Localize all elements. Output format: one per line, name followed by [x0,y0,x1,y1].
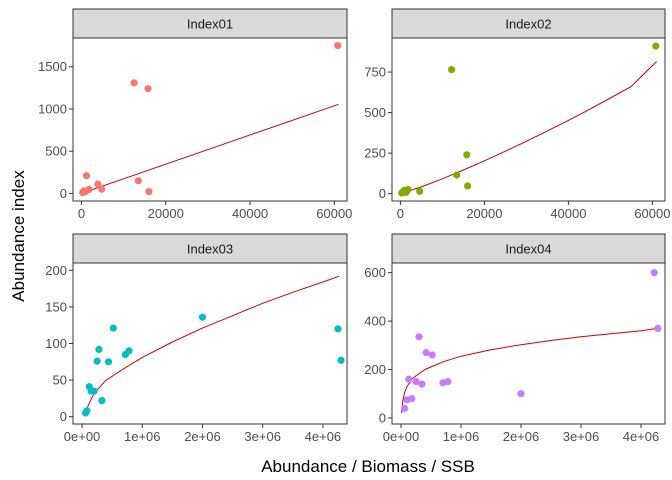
y-tick-label: 1000 [38,101,67,116]
panel-index01: Index01 0 20000 40000 60000 0 500 1000 1500 [38,8,352,221]
y-tick-label: 750 [364,65,386,80]
x-tick-label: 3e+06 [244,429,281,444]
x-tick-label: 0 [397,206,404,221]
y-tick-label: 50 [53,373,67,388]
fit-line [85,275,340,414]
data-point [130,79,138,87]
y-tick-label: 200 [364,362,386,377]
data-point [334,42,342,50]
data-point [428,351,436,359]
data-point [463,151,471,159]
data-point [125,347,133,355]
x-tick-label: 0e+00 [383,429,420,444]
y-tick-label: 200 [45,263,67,278]
y-axis-title: Abundance index [9,170,28,302]
data-point [85,186,93,194]
panel-frame [72,37,348,202]
data-point [198,313,207,321]
data-point [415,333,423,341]
data-point [422,349,430,357]
facet-strip-label: Index04 [505,242,551,257]
x-tick-label: 20000 [466,206,502,221]
data-point [98,397,106,405]
x-axis-title: Abundance / Biomass / SSB [261,457,475,476]
y-tick-label: 0 [60,409,67,424]
data-point [654,324,662,332]
x-tick-label: 60000 [316,206,352,221]
data-point [404,186,412,194]
fit-line [401,327,658,414]
y-tick-label: 500 [45,144,67,159]
data-point [95,345,103,353]
x-tick-label: 0 [78,206,85,221]
data-point [448,66,456,74]
data-point [83,407,91,415]
facet-strip-label: Index03 [187,242,233,257]
data-point [453,171,461,179]
fit-line [81,103,339,194]
panel-frame [72,262,348,425]
data-point [418,380,426,388]
data-point [412,378,420,386]
x-tick-label: 1e+06 [443,429,480,444]
y-tick-label: 0 [379,410,386,425]
data-point [104,358,113,366]
panel-frame [391,262,666,425]
data-point [334,325,342,333]
facet-strip [391,8,666,39]
data-point [145,188,153,196]
data-point [82,172,91,180]
data-point [517,390,525,398]
x-tick-label: 20000 [148,206,184,221]
y-tick-label: 150 [45,299,67,314]
panel-frame [391,37,666,202]
x-tick-label: 2e+06 [503,429,540,444]
y-tick-label: 100 [45,336,67,351]
data-point [401,404,409,412]
facet-strip-label: Index01 [187,17,233,32]
data-point [134,177,142,185]
data-point [94,180,102,188]
data-point [337,356,345,364]
x-tick-label: 4e+06 [623,429,660,444]
data-point [144,85,152,93]
y-tick-label: 250 [364,146,386,161]
y-tick-label: 0 [60,186,67,201]
fit-line [400,61,657,195]
x-tick-label: 40000 [232,206,268,221]
data-point [98,185,106,193]
data-point [652,42,660,50]
facet-strip [391,233,666,264]
y-tick-label: 1500 [38,59,67,74]
panel-index02: Index02 0 20000 40000 60000 0 250 500 750 [364,8,670,221]
x-tick-label: 2e+06 [184,429,221,444]
data-point [444,378,452,386]
facet-strip-label: Index02 [505,17,551,32]
panel-index04: Index04 0e+00 1e+06 2e+06 3e+06 4e+06 0 200 400 6… [364,233,666,444]
data-point [416,187,424,195]
facet-strip [72,233,348,264]
x-tick-label: 60000 [634,206,670,221]
x-tick-label: 40000 [550,206,586,221]
data-point [408,395,416,403]
y-tick-label: 0 [379,186,386,201]
data-point [405,375,413,383]
y-tick-label: 400 [364,314,386,329]
x-tick-label: 4e+06 [305,429,342,444]
data-point [93,357,101,365]
data-point [90,387,98,395]
x-tick-label: 3e+06 [563,429,600,444]
facet-strip [72,8,348,39]
data-point [650,269,658,277]
data-point [464,182,472,190]
y-tick-label: 600 [364,265,386,280]
x-tick-label: 1e+06 [124,429,161,444]
x-tick-label: 0e+00 [64,429,101,444]
y-tick-label: 500 [364,105,386,120]
data-point [109,324,117,332]
panel-index03: Index03 0e+00 1e+06 2e+06 3e+06 4e+06 0 50 100 15… [45,233,348,444]
